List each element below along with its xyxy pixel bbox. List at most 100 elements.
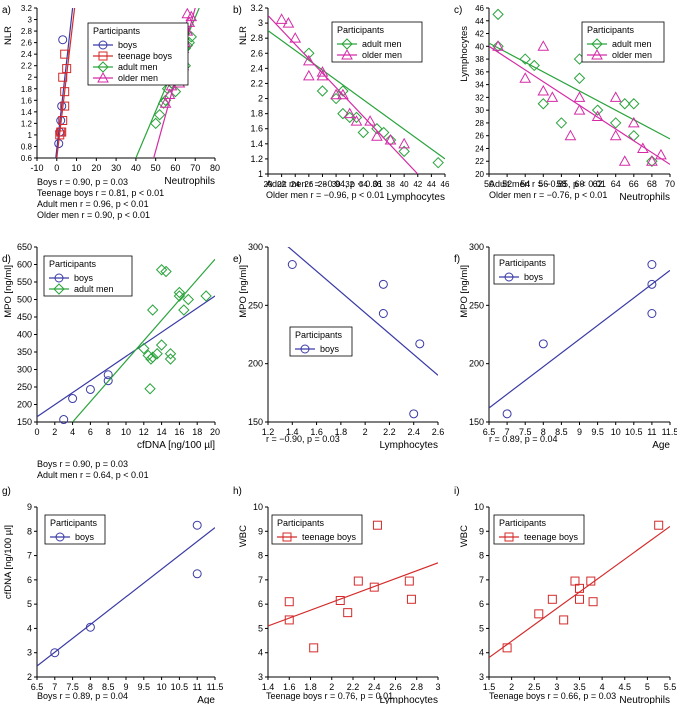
data-point (316, 85, 329, 97)
y-tick-label: 1.8 (250, 109, 263, 119)
data-point (378, 126, 390, 139)
y-tick-label: 28 (475, 119, 484, 128)
data-point (575, 594, 584, 604)
x-tick-label: 5.5 (664, 682, 677, 692)
x-tick-label: 9.5 (591, 427, 604, 437)
correlation-stat: Older men r = 0.90, p < 0.01 (37, 210, 150, 220)
correlation-stat: Teenage boys r = 0.81, p < 0.01 (37, 188, 164, 198)
y-axis-label: NLR (238, 26, 249, 45)
y-tick-label: 1 (258, 169, 263, 179)
series-adult-men (72, 258, 215, 422)
x-tick-label: 66 (629, 179, 639, 189)
y-tick-label: 36 (475, 68, 484, 77)
data-point (591, 104, 604, 116)
y-tick-label: 4 (479, 648, 484, 658)
x-tick-label: 2.2 (383, 427, 396, 437)
x-tick-label: 44 (427, 180, 436, 189)
x-tick-label: 1.4 (286, 427, 299, 437)
data-point (60, 87, 70, 97)
data-point (58, 116, 68, 125)
data-point (289, 32, 302, 43)
data-point (155, 339, 168, 351)
legend-marker (341, 48, 353, 60)
y-tick-label: 26 (475, 132, 484, 141)
data-point (309, 643, 319, 653)
regression-line (37, 527, 215, 667)
data-point (654, 520, 664, 530)
correlation-stat: Adult men r = −0.94, p < 0.01 (266, 179, 383, 189)
data-point (353, 576, 363, 586)
data-point (149, 117, 162, 130)
x-axis-label: Lymphocytes (379, 440, 438, 451)
data-point (103, 376, 113, 386)
data-point (159, 97, 172, 108)
x-tick-label: 4 (70, 427, 75, 437)
x-axis-label: Lymphocytes (386, 192, 445, 203)
y-tick-label: 40 (475, 42, 484, 51)
x-tick-label: 6.5 (483, 427, 496, 437)
data-point (528, 59, 540, 72)
series-older-men (489, 40, 670, 166)
y-tick-label: 34 (475, 81, 484, 90)
x-axis-label: cfDNA [ng/100 µl] (137, 440, 215, 451)
data-point (575, 583, 584, 593)
x-tick-label: 5 (645, 682, 650, 692)
x-tick-label: 11.5 (207, 682, 224, 692)
data-point (182, 293, 195, 306)
data-point (284, 615, 294, 625)
y-tick-label: 22 (475, 157, 484, 166)
y-tick-label: 500 (17, 295, 32, 305)
data-point (62, 64, 72, 74)
x-tick-label: 52 (502, 179, 512, 189)
y-tick-label: 42 (475, 30, 484, 39)
data-point (160, 265, 172, 278)
data-point (55, 130, 65, 140)
x-axis-label: Lymphocytes (379, 695, 438, 704)
legend-label: boys (75, 532, 95, 542)
data-point (185, 10, 198, 22)
data-point (609, 129, 622, 141)
x-tick-label: 0 (54, 163, 59, 173)
legend-marker (300, 344, 310, 354)
x-tick-label: 70 (665, 179, 675, 189)
x-tick-label: 3 (554, 682, 559, 692)
y-tick-label: 2.2 (21, 62, 33, 71)
y-tick-label: 2.8 (250, 33, 263, 43)
data-point (502, 643, 512, 653)
panel-label: g) (2, 486, 11, 497)
correlation-stat: Adult men r = 0.64, p < 0.01 (37, 470, 149, 480)
x-tick-label: 42 (413, 180, 422, 189)
x-axis-label: Age (652, 440, 670, 451)
y-tick-label: 1.8 (21, 85, 33, 94)
data-point (275, 13, 288, 24)
data-point (145, 353, 157, 365)
x-tick-label: 7.5 (519, 427, 532, 437)
data-point (200, 290, 212, 302)
legend-label: adult men (118, 62, 158, 72)
y-tick-label: 150 (469, 417, 484, 427)
x-tick-label: 2 (363, 427, 368, 437)
panel-label: e) (233, 254, 242, 265)
x-tick-label: 62 (593, 179, 603, 189)
y-tick-label: 0.6 (21, 154, 33, 163)
legend-label: boys (74, 273, 94, 283)
data-point (502, 409, 512, 419)
x-tick-label: 0 (34, 427, 39, 437)
data-point (155, 264, 168, 276)
y-tick-label: 1.4 (21, 108, 33, 117)
data-point (173, 286, 186, 299)
legend-marker (54, 273, 64, 283)
data-point (372, 520, 382, 530)
data-point (58, 35, 68, 45)
x-tick-label: 11 (647, 427, 656, 437)
data-point (60, 101, 70, 111)
x-tick-label: 32 (345, 180, 354, 189)
data-point (384, 134, 397, 145)
legend-marker (504, 532, 514, 542)
x-tick-label: 9 (577, 427, 582, 437)
x-tick-label: 22 (277, 180, 286, 189)
x-tick-label: 54 (520, 179, 530, 189)
